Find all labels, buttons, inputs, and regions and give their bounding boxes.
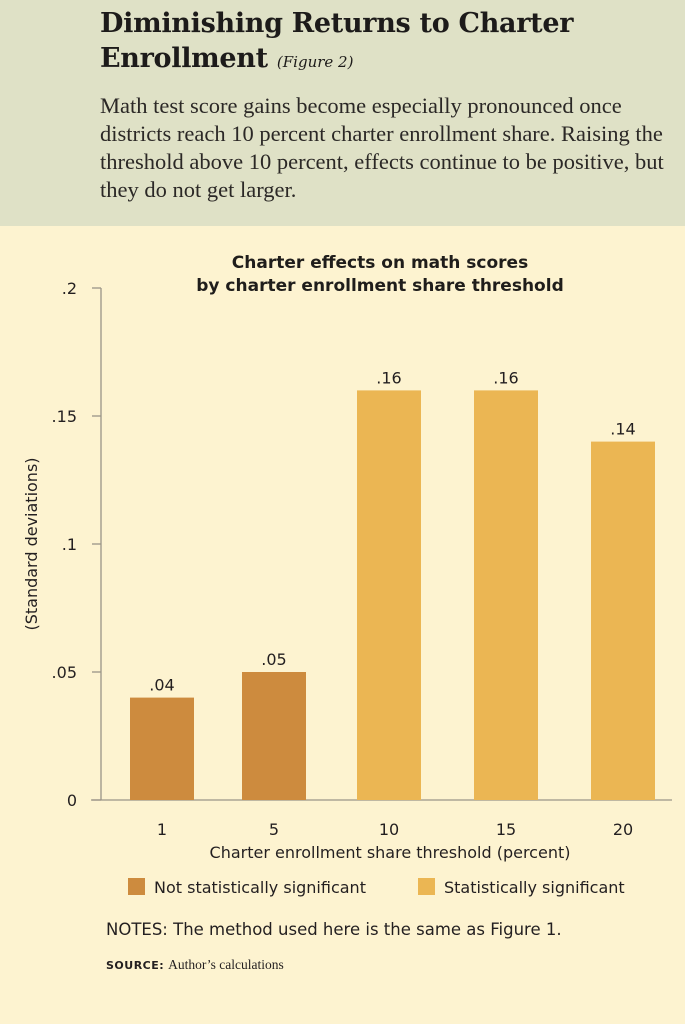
legend-item-not-significant: Not statistically significant (128, 877, 366, 899)
figure-description: Math test score gains become especially … (100, 93, 664, 202)
chart-title: Charter effects on math scores (231, 253, 529, 273)
bar-1 (130, 697, 194, 800)
y-tick-label: .05 (52, 663, 77, 682)
legend-swatch-significant (418, 878, 435, 895)
bar-10 (357, 390, 421, 800)
source-label: SOURCE: (106, 959, 165, 972)
x-tick-label: 10 (379, 820, 399, 839)
notes: NOTES: The method used here is the same … (106, 920, 562, 939)
data-label-15: .16 (493, 368, 518, 387)
legend-item-significant: Statistically significant (418, 877, 625, 899)
legend-label-not-significant: Not statistically significant (154, 878, 366, 897)
bar-5 (242, 672, 306, 800)
y-tick-label: 0 (67, 791, 77, 810)
data-label-1: .04 (149, 676, 174, 695)
legend-label-significant: Statistically significant (444, 878, 625, 897)
y-tick-label: .2 (62, 279, 77, 298)
figure-title: Diminishing Returns to Charter Enrollmen… (100, 6, 670, 80)
x-tick-label: 15 (496, 820, 516, 839)
y-tick-label: .15 (52, 407, 77, 426)
x-axis-label: Charter enrollment share threshold (perc… (210, 843, 571, 862)
bar-20 (591, 441, 655, 800)
chart-title-block: Charter effects on math scores by charte… (100, 252, 660, 298)
source-text: Author’s calculations (168, 957, 284, 972)
data-label-5: .05 (261, 650, 286, 669)
x-tick-label: 1 (157, 820, 167, 839)
y-axis-label: (Standard deviations) (22, 457, 41, 630)
y-tick-label: .1 (62, 535, 77, 554)
source-line: SOURCE: Author’s calculations (106, 956, 676, 975)
header-panel: Diminishing Returns to Charter Enrollmen… (0, 0, 685, 226)
legend-swatch-not-significant (128, 878, 145, 895)
figure-number: (Figure 2) (276, 53, 354, 71)
data-label-10: .16 (376, 368, 401, 387)
x-tick-label: 20 (613, 820, 633, 839)
chart-subtitle: by charter enrollment share threshold (196, 276, 564, 296)
bar-15 (474, 390, 538, 800)
figure-title-text: Diminishing Returns to Charter Enrollmen… (100, 8, 574, 74)
data-label-20: .14 (610, 420, 635, 439)
x-tick-label: 5 (269, 820, 279, 839)
